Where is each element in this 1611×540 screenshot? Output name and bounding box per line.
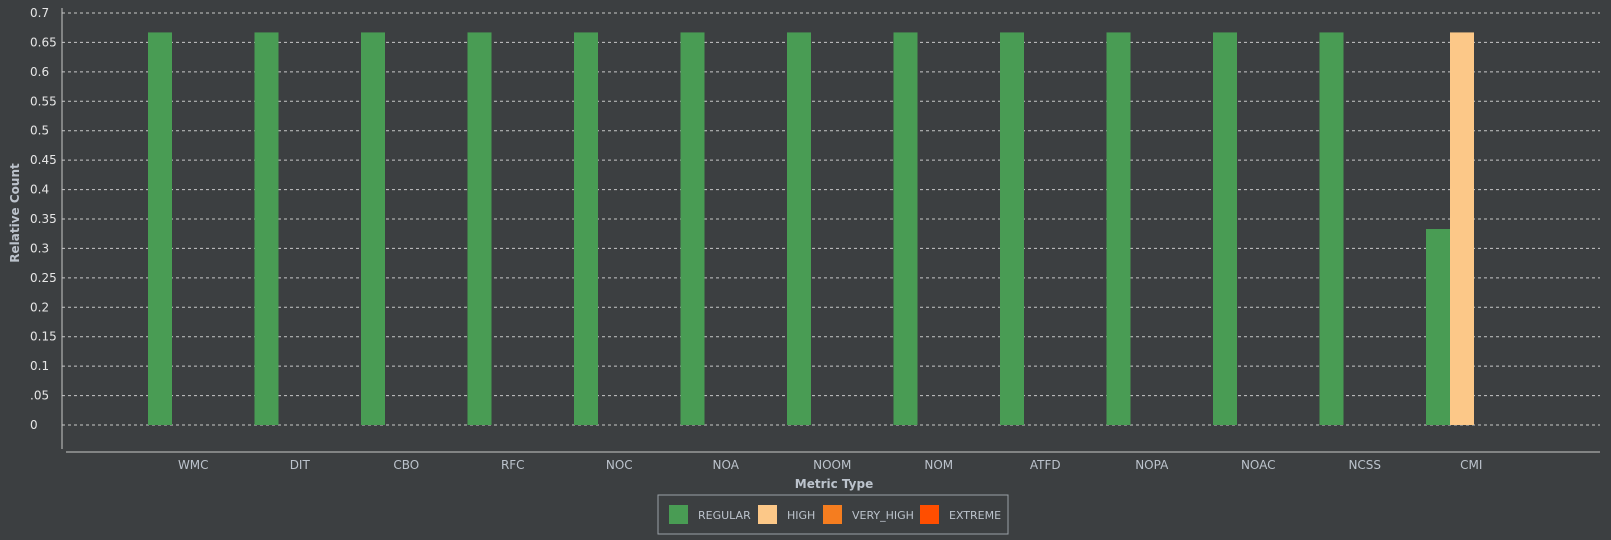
- x-category-label: CMI: [1460, 458, 1482, 472]
- y-tick-label: 0: [30, 418, 38, 432]
- bar-regular-ncss: [1319, 32, 1344, 426]
- x-category-label: WMC: [178, 458, 209, 472]
- x-category-label: RFC: [501, 458, 525, 472]
- bar-regular-noom: [787, 32, 811, 426]
- y-axis-title: Relative Count: [8, 163, 22, 263]
- y-tick-label: 0.25: [30, 271, 57, 285]
- legend-label: HIGH: [787, 509, 815, 522]
- y-tick-label: 0.7: [30, 6, 49, 20]
- legend-label: EXTREME: [949, 509, 1001, 522]
- bar-regular-nom: [893, 32, 918, 426]
- x-category-label: NCSS: [1348, 458, 1381, 472]
- x-axis-title: Metric Type: [795, 477, 873, 491]
- y-tick-label: 0.65: [30, 35, 57, 49]
- y-tick-label: 0.55: [30, 94, 57, 108]
- legend-swatch-high: [758, 505, 777, 524]
- y-tick-label: 0.4: [30, 183, 49, 197]
- x-category-label: NOOM: [813, 458, 851, 472]
- y-tick-label: .05: [30, 389, 49, 403]
- x-category-label: NOA: [713, 458, 740, 472]
- y-axis-ticks: 0 .05 0.1 0.15 0.2 0.25 0.3 0.35 0.4 0.45 0.5 0.55 0…: [30, 6, 57, 432]
- legend-swatch-very-high: [823, 505, 842, 524]
- bars: [148, 32, 1474, 426]
- y-tick-label: 0.45: [30, 153, 57, 167]
- legend: REGULAR HIGH VERY_HIGH EXTREME: [657, 494, 1009, 535]
- y-tick-label: 0.1: [30, 359, 49, 373]
- y-tick-label: 0.35: [30, 212, 57, 226]
- y-tick-label: 0.3: [30, 241, 49, 255]
- legend-label: VERY_HIGH: [852, 509, 914, 522]
- x-category-label: DIT: [290, 458, 311, 472]
- bar-regular-noa: [680, 32, 705, 426]
- bar-regular-rfc: [467, 32, 492, 426]
- x-category-label: NOC: [606, 458, 633, 472]
- y-tick-label: 0.6: [30, 65, 49, 79]
- bar-regular-noac: [1213, 32, 1237, 426]
- x-category-label: ATFD: [1030, 458, 1061, 472]
- bar-regular-cmi: [1426, 229, 1450, 425]
- bar-regular-noc: [574, 32, 598, 426]
- grid-layer: [62, 12, 1600, 426]
- legend-label: REGULAR: [698, 509, 751, 522]
- bar-regular-wmc: [148, 32, 172, 426]
- legend-swatch-extreme: [920, 505, 939, 524]
- bar-regular-dit: [254, 32, 279, 426]
- x-axis-category-labels: WMC DIT CBO RFC NOC NOA NOOM NOM ATFD NOPA NOAC NCS…: [178, 458, 1482, 472]
- x-category-label: NOPA: [1135, 458, 1169, 472]
- x-category-label: NOM: [924, 458, 953, 472]
- bar-regular-nopa: [1106, 32, 1131, 426]
- bar-high-cmi: [1450, 32, 1474, 426]
- legend-items: REGULAR HIGH VERY_HIGH EXTREME: [669, 505, 1001, 524]
- y-tick-label: 0.2: [30, 300, 49, 314]
- legend-swatch-regular: [669, 505, 688, 524]
- bar-regular-cbo: [361, 32, 385, 426]
- y-tick-label: 0.15: [30, 330, 57, 344]
- x-category-label: NOAC: [1241, 458, 1276, 472]
- y-tick-label: 0.5: [30, 124, 49, 138]
- x-category-label: CBO: [393, 458, 419, 472]
- legend-box: [657, 494, 1009, 535]
- axes: [61, 8, 1600, 453]
- bar-regular-atfd: [1000, 32, 1024, 426]
